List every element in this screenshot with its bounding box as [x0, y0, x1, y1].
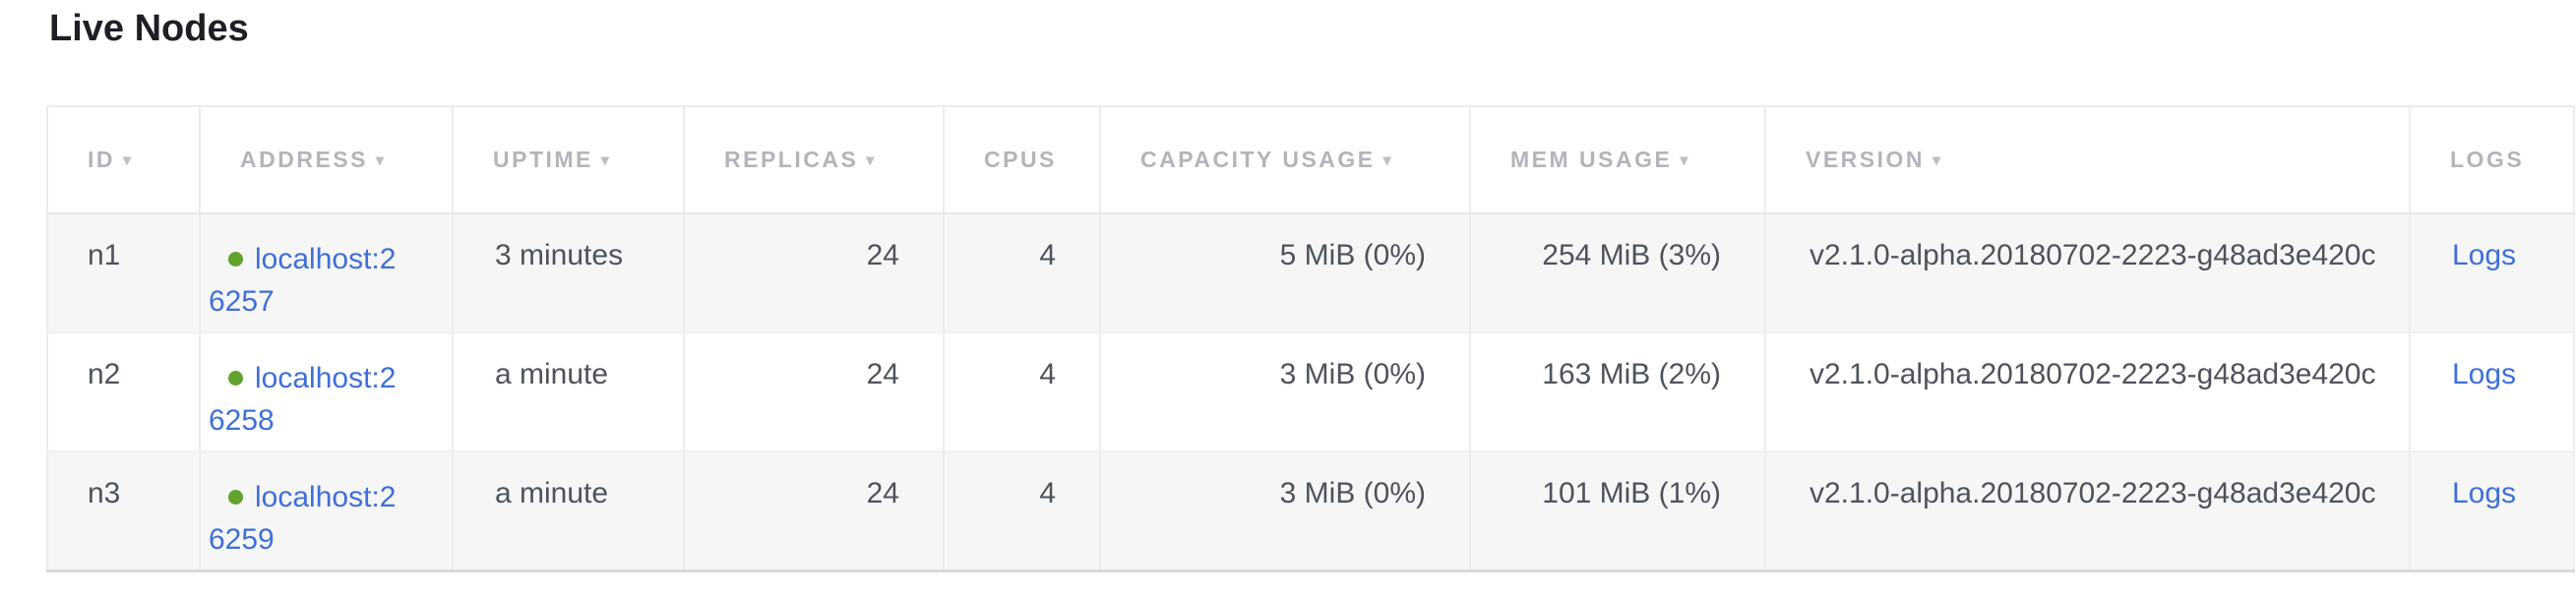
column-header-label: VERSION	[1806, 147, 1926, 172]
column-header-label: CAPACITY USAGE	[1140, 147, 1376, 172]
column-header-label: ADDRESS	[240, 147, 368, 172]
sort-arrow-icon: ▾	[1382, 152, 1391, 169]
node-cpus-cell: 4	[943, 450, 1101, 571]
node-uptime-cell: a minute	[452, 450, 685, 571]
column-header-label: ID	[88, 147, 115, 172]
address-wrap: localhost:26257	[209, 238, 409, 323]
node-id-cell: n3	[46, 450, 201, 571]
node-capacity-usage-cell: 3 MiB (0%)	[1099, 450, 1471, 571]
page-title: Live Nodes	[49, 8, 249, 49]
column-header-capacity-usage[interactable]: CAPACITY USAGE ▾	[1099, 105, 1471, 214]
column-header-label: UPTIME	[493, 147, 593, 172]
node-version-cell: v2.1.0-alpha.20180702-2223-g48ad3e420c	[1764, 331, 2411, 452]
node-capacity-usage-cell: 5 MiB (0%)	[1099, 212, 1471, 333]
column-header-version[interactable]: VERSION ▾	[1764, 105, 2411, 214]
node-uptime-cell: 3 minutes	[452, 212, 685, 333]
node-replicas-cell: 24	[683, 450, 945, 571]
column-header-mem-usage[interactable]: MEM USAGE ▾	[1469, 105, 1766, 214]
node-live-status-icon	[228, 489, 243, 505]
node-mem-usage-cell: 254 MiB (3%)	[1469, 212, 1766, 333]
table-header-row: ID ▾ ADDRESS ▾ UPTIME ▾ REPLICAS ▾ CPUS CAPA…	[46, 105, 2575, 214]
node-address-link[interactable]: localhost:26259	[209, 481, 397, 556]
node-version-cell: v2.1.0-alpha.20180702-2223-g48ad3e420c	[1764, 450, 2411, 571]
node-id-cell: n1	[46, 212, 201, 333]
node-logs-cell: Logs	[2409, 450, 2575, 571]
node-live-status-icon	[228, 251, 243, 267]
node-logs-cell: Logs	[2409, 331, 2575, 452]
node-version-cell: v2.1.0-alpha.20180702-2223-g48ad3e420c	[1764, 212, 2411, 333]
sort-arrow-icon: ▾	[123, 152, 132, 169]
live-nodes-table: ID ▾ ADDRESS ▾ UPTIME ▾ REPLICAS ▾ CPUS CAPA…	[46, 105, 2575, 572]
sort-arrow-icon: ▾	[375, 152, 384, 169]
node-mem-usage-cell: 101 MiB (1%)	[1469, 450, 1766, 571]
node-address-cell: localhost:26259	[199, 450, 454, 571]
column-header-label: REPLICAS	[724, 147, 859, 172]
column-header-label: LOGS	[2450, 147, 2525, 172]
column-header-address[interactable]: ADDRESS ▾	[199, 105, 454, 214]
sort-arrow-icon: ▾	[1932, 152, 1941, 169]
node-replicas-cell: 24	[683, 331, 945, 452]
node-address-cell: localhost:26257	[199, 212, 454, 333]
column-header-label: MEM USAGE	[1510, 147, 1673, 172]
logs-link[interactable]: Logs	[2452, 239, 2517, 271]
column-header-replicas[interactable]: REPLICAS ▾	[683, 105, 945, 214]
column-header-uptime[interactable]: UPTIME ▾	[452, 105, 685, 214]
address-wrap: localhost:26259	[209, 476, 409, 561]
logs-link[interactable]: Logs	[2452, 477, 2517, 509]
node-cpus-cell: 4	[943, 331, 1101, 452]
node-row: n2 localhost:26258 a minute 24 4 3 MiB (…	[46, 331, 2575, 452]
node-id-cell: n2	[46, 331, 201, 452]
node-address-link[interactable]: localhost:26258	[209, 362, 397, 437]
node-mem-usage-cell: 163 MiB (2%)	[1469, 331, 1766, 452]
node-logs-cell: Logs	[2409, 212, 2575, 333]
node-address-cell: localhost:26258	[199, 331, 454, 452]
column-header-id[interactable]: ID ▾	[46, 105, 201, 214]
node-address-link[interactable]: localhost:26257	[209, 243, 397, 318]
column-header-cpus: CPUS	[943, 105, 1101, 214]
node-capacity-usage-cell: 3 MiB (0%)	[1099, 331, 1471, 452]
logs-link[interactable]: Logs	[2452, 358, 2517, 390]
address-wrap: localhost:26258	[209, 357, 409, 442]
sort-arrow-icon: ▾	[866, 152, 875, 169]
node-row: n1 localhost:26257 3 minutes 24 4 5 MiB …	[46, 212, 2575, 333]
node-uptime-cell: a minute	[452, 331, 685, 452]
sort-arrow-icon: ▾	[1680, 152, 1688, 169]
node-live-status-icon	[228, 370, 243, 386]
column-header-logs: LOGS	[2409, 105, 2575, 214]
node-cpus-cell: 4	[943, 212, 1101, 333]
sort-arrow-icon: ▾	[600, 152, 609, 169]
node-row: n3 localhost:26259 a minute 24 4 3 MiB (…	[46, 450, 2575, 571]
column-header-label: CPUS	[984, 147, 1057, 172]
node-replicas-cell: 24	[683, 212, 945, 333]
